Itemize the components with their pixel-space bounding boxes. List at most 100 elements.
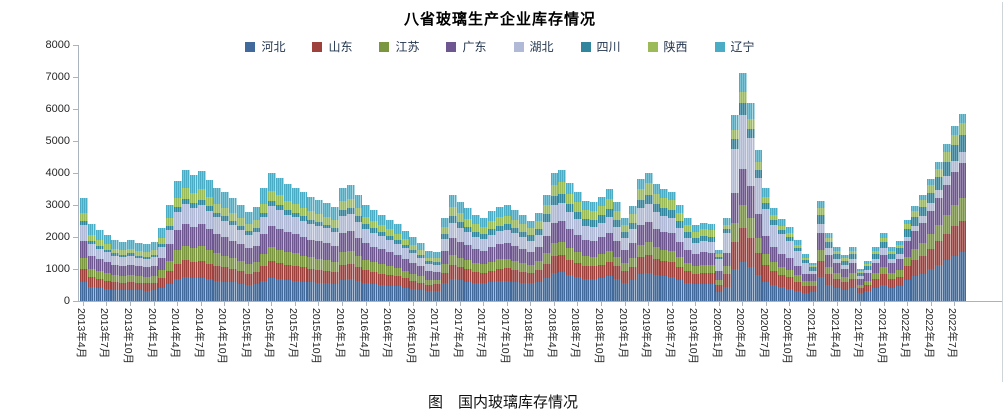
month-stack xyxy=(770,207,779,302)
bar-segment-sichuan xyxy=(432,262,441,266)
bar-segment-shaanxi xyxy=(417,250,426,255)
x-tick-mark xyxy=(200,302,202,306)
x-tick-label: 2014年4月 xyxy=(169,308,182,359)
bar-segment-hubei xyxy=(707,242,716,254)
bar-segment-sichuan xyxy=(236,226,245,230)
month-stack xyxy=(174,180,182,302)
bar-segment-sichuan xyxy=(487,229,496,235)
bar-segment-hebei xyxy=(550,272,559,301)
bar-segment-hebei xyxy=(833,287,841,301)
bar-segment-liaoning xyxy=(134,242,143,251)
x-tick-label: 2016年4月 xyxy=(357,308,370,359)
bar-segment-jiangsu xyxy=(833,273,841,280)
bar-segment-hubei xyxy=(566,212,575,230)
month-stack xyxy=(307,196,316,302)
bar-segment-sichuan xyxy=(872,253,881,259)
bar-segment-guangdong xyxy=(229,240,237,258)
bar-segment-hubei xyxy=(166,229,175,245)
legend-label-shaanxi: 陕西 xyxy=(663,40,688,54)
bar-segment-shaanxi xyxy=(307,211,316,220)
legend-swatch-shaanxi xyxy=(647,41,658,52)
bar-segment-sichuan xyxy=(582,218,590,226)
bar-segment-guangdong xyxy=(864,273,873,281)
month-stack xyxy=(558,169,567,302)
bar-segment-sichuan xyxy=(103,249,112,253)
bar-segment-guangdong xyxy=(840,269,849,278)
x-tick-mark xyxy=(789,302,791,306)
month-stack xyxy=(299,192,308,301)
bar-segment-hebei xyxy=(236,283,245,301)
bar-segment-hubei xyxy=(825,248,833,255)
bar-segment-guangdong xyxy=(181,223,190,246)
legend-label-jiangsu: 江苏 xyxy=(395,40,420,54)
x-tick-mark xyxy=(506,302,508,306)
bar-segment-liaoning xyxy=(346,184,355,199)
bar-segment-sichuan xyxy=(754,169,763,178)
bar-segment-sichuan xyxy=(331,227,339,232)
bar-segment-jiangsu xyxy=(848,273,857,280)
bar-segment-sichuan xyxy=(354,216,363,222)
bar-segment-shandong xyxy=(283,264,292,280)
bar-segment-hubei xyxy=(699,241,708,253)
bar-segment-hubei xyxy=(754,177,763,214)
bar-segment-shaanxi xyxy=(825,238,833,243)
bar-segment-liaoning xyxy=(229,198,237,213)
bar-segment-sichuan xyxy=(393,239,402,244)
bar-segment-hebei xyxy=(848,287,857,301)
bar-segment-hubei xyxy=(817,223,826,233)
bar-segment-shandong xyxy=(668,261,677,277)
bar-segment-shandong xyxy=(785,277,794,289)
bar-segment-shaanxi xyxy=(283,200,292,210)
month-stack xyxy=(707,223,716,302)
bar-segment-sichuan xyxy=(87,241,96,245)
bar-segment-shaanxi xyxy=(150,250,159,256)
month-stack xyxy=(409,237,418,301)
x-tick-label: 2016年10月 xyxy=(404,308,417,365)
month-stack xyxy=(158,227,167,302)
month-stack xyxy=(809,262,818,302)
bar-segment-liaoning xyxy=(856,269,865,272)
bar-segment-guangdong xyxy=(268,225,277,248)
bar-segment-jiangsu xyxy=(189,248,198,263)
month-stack xyxy=(362,205,371,301)
bar-segment-hebei xyxy=(644,272,653,301)
bar-segment-sichuan xyxy=(448,216,457,223)
bar-segment-shandong xyxy=(346,263,355,279)
bar-segment-jiangsu xyxy=(644,242,653,255)
x-tick-label: 2019年4月 xyxy=(640,308,653,359)
bar-segment-shaanxi xyxy=(958,123,967,135)
bar-segment-guangdong xyxy=(770,247,779,262)
legend-label-hubei: 湖北 xyxy=(529,40,554,54)
bar-segment-shaanxi xyxy=(950,134,959,146)
y-tick-mark xyxy=(73,45,78,46)
bar-segment-jiangsu xyxy=(432,279,441,285)
bar-segment-guangdong xyxy=(189,226,198,249)
bar-segment-hubei xyxy=(848,258,857,264)
bar-segment-shaanxi xyxy=(503,215,512,225)
month-stack xyxy=(331,206,339,302)
bar-segment-shaanxi xyxy=(181,188,190,199)
bar-segment-guangdong xyxy=(542,236,551,254)
bar-segment-guangdong xyxy=(252,245,261,262)
bar-segment-hebei xyxy=(354,280,363,301)
bar-segment-liaoning xyxy=(80,198,88,213)
bar-segment-guangdong xyxy=(621,249,630,264)
bar-segment-liaoning xyxy=(683,218,692,225)
bar-segment-shaanxi xyxy=(119,250,128,256)
bar-segment-sichuan xyxy=(715,256,724,260)
legend-label-guangdong: 广东 xyxy=(462,40,487,54)
bar-segment-shandong xyxy=(338,264,347,280)
bar-segment-shaanxi xyxy=(236,218,245,227)
bar-segment-guangdong xyxy=(934,197,943,225)
bar-segment-shandong xyxy=(268,261,277,278)
month-stack xyxy=(166,205,175,301)
month-stack xyxy=(495,206,504,302)
bar-segment-liaoning xyxy=(119,242,128,251)
bar-segment-shandong xyxy=(252,271,261,284)
bar-segment-liaoning xyxy=(872,246,881,251)
x-tick-label: 2020年4月 xyxy=(734,308,747,359)
bar-segment-jiangsu xyxy=(817,250,826,262)
bar-segment-hebei xyxy=(299,281,308,301)
bar-segment-jiangsu xyxy=(503,258,512,269)
bar-segment-hebei xyxy=(558,272,567,301)
